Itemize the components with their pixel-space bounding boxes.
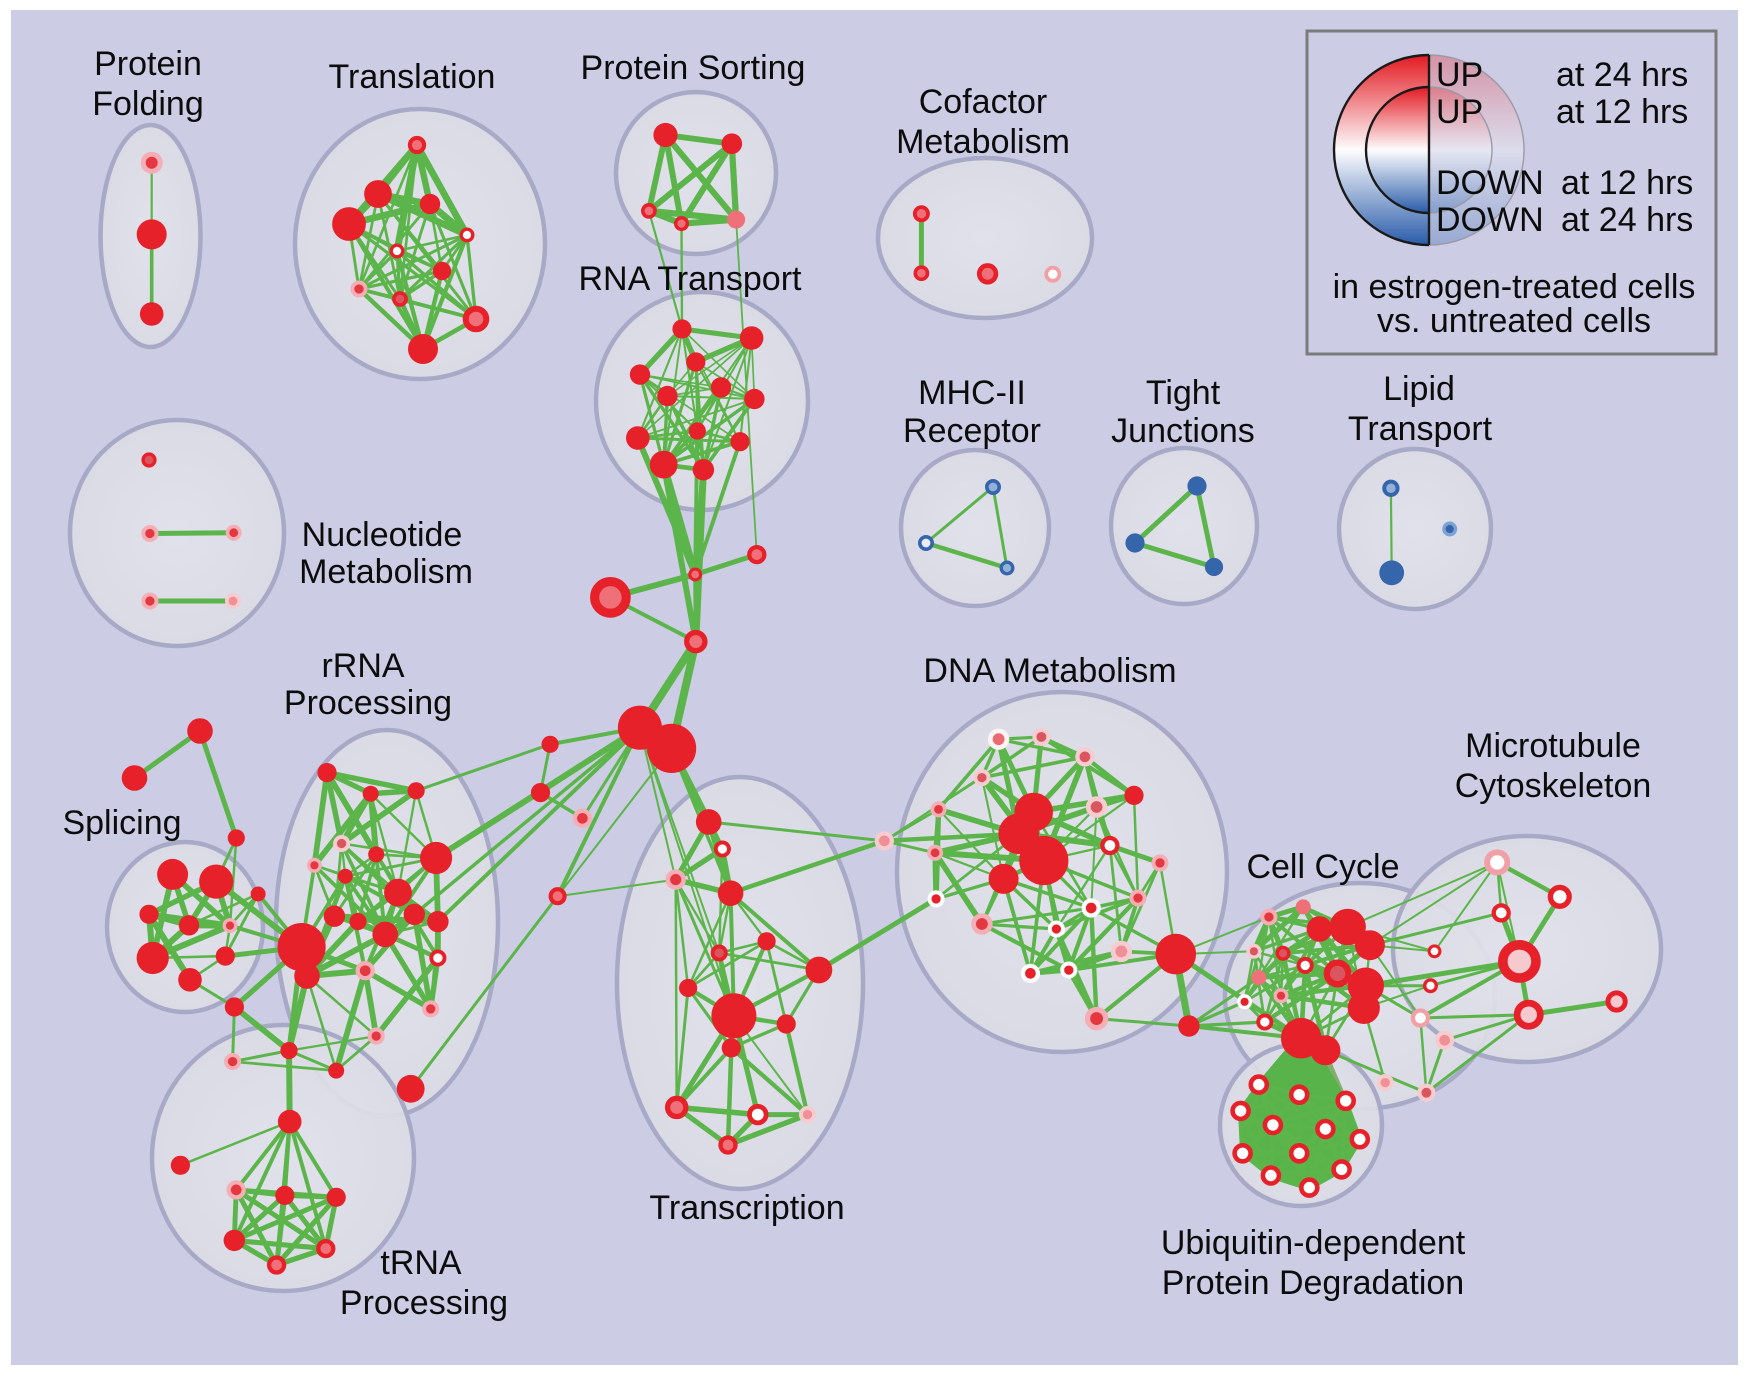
svg-text:at 12 hrs: at 12 hrs <box>1556 93 1688 131</box>
svg-text:Tight: Tight <box>1146 374 1221 412</box>
svg-text:Protein Degradation: Protein Degradation <box>1162 1264 1464 1302</box>
svg-text:Protein: Protein <box>94 45 202 83</box>
svg-text:at 12 hrs: at 12 hrs <box>1561 164 1693 202</box>
svg-text:Transcription: Transcription <box>649 1189 844 1227</box>
svg-text:Translation: Translation <box>329 58 496 96</box>
svg-text:RNA Transport: RNA Transport <box>579 260 803 298</box>
svg-text:at 24 hrs: at 24 hrs <box>1556 56 1688 94</box>
svg-text:Ubiquitin-dependent: Ubiquitin-dependent <box>1161 1224 1466 1262</box>
svg-text:Receptor: Receptor <box>903 412 1041 450</box>
svg-text:at 24 hrs: at 24 hrs <box>1561 201 1693 239</box>
svg-text:Processing: Processing <box>284 684 452 722</box>
svg-text:Lipid: Lipid <box>1383 370 1455 408</box>
svg-text:DOWN: DOWN <box>1436 164 1544 202</box>
svg-text:Cofactor: Cofactor <box>919 83 1048 121</box>
svg-text:Microtubule: Microtubule <box>1465 727 1641 765</box>
svg-text:Processing: Processing <box>340 1284 508 1322</box>
svg-text:Cell Cycle: Cell Cycle <box>1246 848 1399 886</box>
svg-text:Folding: Folding <box>92 85 204 123</box>
svg-text:Cytoskeleton: Cytoskeleton <box>1455 767 1652 805</box>
svg-text:Nucleotide: Nucleotide <box>302 516 463 554</box>
svg-text:Splicing: Splicing <box>62 804 181 842</box>
svg-text:Junctions: Junctions <box>1111 412 1255 450</box>
svg-text:DOWN: DOWN <box>1436 201 1544 239</box>
svg-text:vs. untreated cells: vs. untreated cells <box>1377 302 1651 340</box>
svg-text:DNA Metabolism: DNA Metabolism <box>923 652 1176 690</box>
svg-text:in estrogen-treated cells: in estrogen-treated cells <box>1333 268 1696 306</box>
svg-text:Metabolism: Metabolism <box>896 123 1070 161</box>
svg-text:tRNA: tRNA <box>380 1244 462 1282</box>
svg-text:MHC-II: MHC-II <box>918 374 1026 412</box>
svg-text:Protein Sorting: Protein Sorting <box>581 49 806 87</box>
svg-text:UP: UP <box>1436 93 1483 131</box>
svg-text:Transport: Transport <box>1348 410 1493 448</box>
svg-text:Metabolism: Metabolism <box>299 553 473 591</box>
svg-text:rRNA: rRNA <box>321 647 404 685</box>
svg-text:UP: UP <box>1436 56 1483 94</box>
